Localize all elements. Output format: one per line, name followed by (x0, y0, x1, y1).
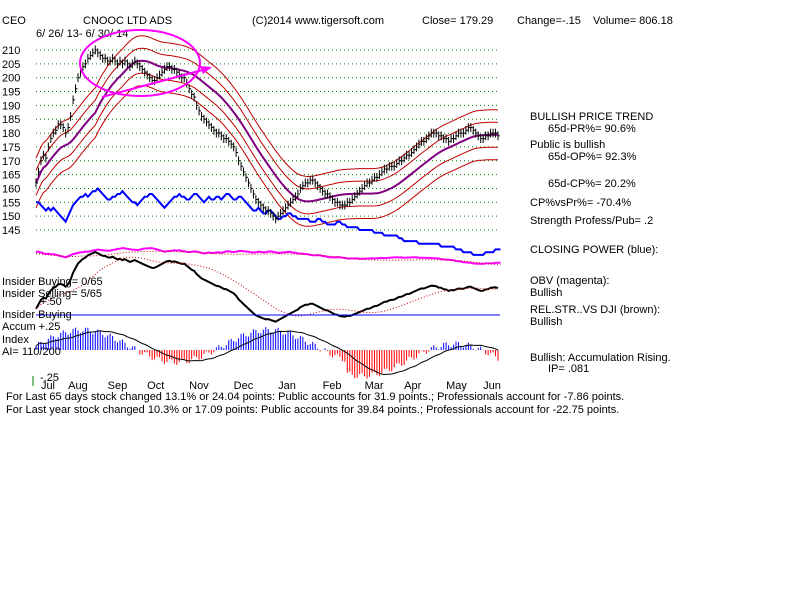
y-tick-175: 175 (2, 142, 20, 154)
price-bars (35, 45, 500, 224)
annotation-arrow-line (101, 67, 211, 98)
moving-average-line (35, 59, 499, 203)
month-label-may: May (446, 380, 467, 392)
month-label-oct: Oct (147, 380, 164, 392)
cp-value: 65d-CP%= 20.2% (548, 178, 636, 190)
y-tick-190: 190 (2, 100, 20, 112)
accum-label: Accum +.25 (2, 321, 61, 333)
annotation-ellipse (79, 29, 201, 97)
accum-status: Bullish: Accumulation Rising. (530, 352, 671, 364)
y-tick-200: 200 (2, 73, 20, 85)
y-tick-205: 205 (2, 59, 20, 71)
volume-value: Volume= 806.18 (593, 15, 673, 27)
y-tick-170: 170 (2, 156, 20, 168)
pr-value: 65d-PR%= 90.6% (548, 123, 636, 135)
month-label-sep: Sep (108, 380, 128, 392)
obv-status: Bullish (530, 287, 563, 299)
month-label-aug: Aug (68, 380, 88, 392)
y-tick-185: 185 (2, 114, 20, 126)
relative-strength-ma-line (35, 256, 499, 317)
index-label: Index (2, 334, 29, 346)
minus-25-label: -.25 (40, 372, 59, 384)
annotation-arrow-head (200, 66, 212, 74)
month-label-dec: Dec (234, 380, 254, 392)
y-tick-150: 150 (2, 211, 20, 223)
closing-power-label: CLOSING POWER (blue): (530, 244, 659, 256)
accumulation-ma-line (35, 330, 499, 376)
month-label-jul: Jul (41, 380, 55, 392)
month-label-jun: Jun (483, 380, 501, 392)
y-tick-180: 180 (2, 128, 20, 140)
month-label-mar: Mar (365, 380, 384, 392)
insider-buying-count: Insider Buying= 0/65 (2, 276, 103, 288)
obv-label: OBV (magenta): (530, 275, 610, 287)
y-tick-165: 165 (2, 170, 20, 182)
y-tick-160: 160 (2, 183, 20, 195)
lower-band-inner (35, 72, 499, 215)
close-value: Close= 179.29 (422, 15, 494, 27)
obv-ma-line (35, 250, 501, 266)
obv-line (35, 246, 501, 265)
lower-band-outer (35, 85, 499, 227)
relstr-status: Bullish (530, 316, 563, 328)
company-name: CNOOC LTD ADS (83, 15, 173, 27)
month-label-apr: Apr (404, 380, 421, 392)
strength-value: Strength Profess/Pub= .2 (530, 215, 654, 227)
month-label-nov: Nov (189, 380, 209, 392)
public-status: Public is bullish (530, 139, 606, 151)
cpvspr-value: CP%vsPr%= -70.4% (530, 197, 632, 209)
trend-title: BULLISH PRICE TREND (530, 111, 654, 123)
ticker-symbol: CEO (2, 15, 26, 27)
month-label-jan: Jan (278, 380, 296, 392)
y-tick-210: 210 (2, 45, 20, 57)
relstr-label: REL.STR..VS DJI (brown): (530, 304, 661, 316)
ip-value: IP= .081 (548, 363, 590, 375)
x-axis-month-labels: Jul Aug Sep Oct Nov Dec Jan Feb Mar Apr May Jun (41, 380, 501, 392)
footer-last-year: For Last year stock changed 10.3% or 17.… (6, 404, 620, 416)
footer-65-days: For Last 65 days stock changed 13.1% or … (6, 391, 625, 403)
relative-strength-line (35, 251, 499, 323)
grid-lines (36, 49, 500, 231)
y-tick-155: 155 (2, 197, 20, 209)
change-value: Change=-.15 (517, 15, 581, 27)
insider-buying-label: Insider Buying (2, 309, 72, 321)
price-annotation (79, 29, 212, 98)
insider-selling-count: Insider Selling= 5/65 (2, 288, 102, 300)
month-label-feb: Feb (323, 380, 342, 392)
accumulation-histogram (35, 327, 499, 379)
closing-power-line (36, 187, 501, 256)
y-tick-145: 145 (2, 225, 20, 237)
upper-band-inner (35, 47, 499, 190)
y-tick-195: 195 (2, 87, 20, 99)
plus-50-label: +.50 (40, 296, 62, 308)
copyright-text: (C)2014 www.tigersoft.com (252, 15, 385, 27)
ai-label: AI= 110/200 (2, 346, 61, 358)
op-value: 65d-OP%= 92.3% (548, 151, 637, 163)
